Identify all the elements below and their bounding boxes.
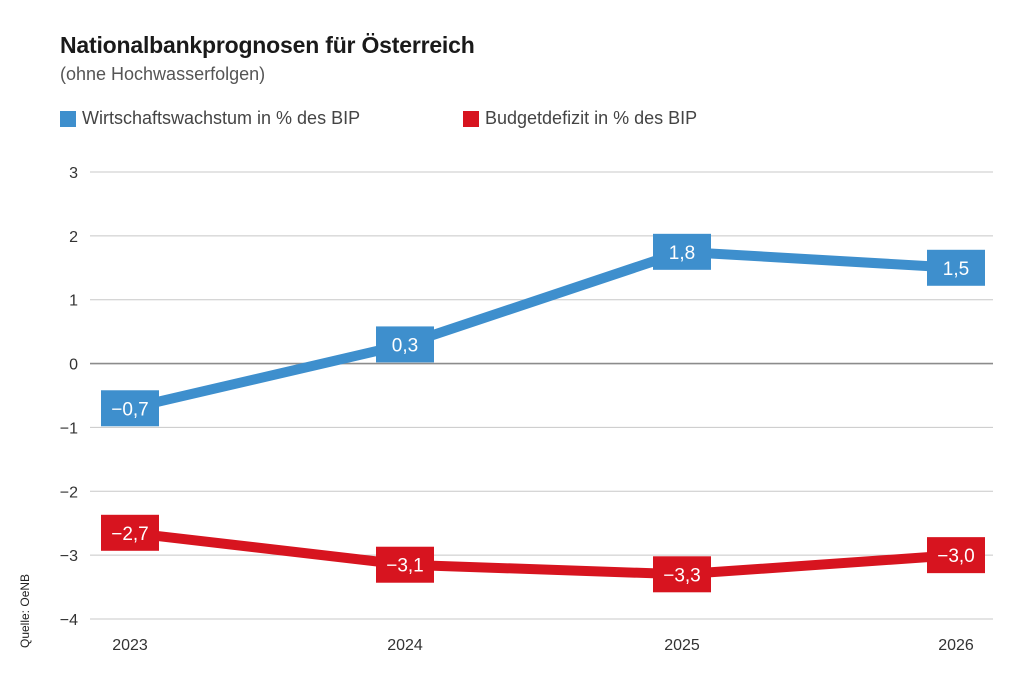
data-label-growth: 1,5 bbox=[943, 259, 969, 280]
x-tick-label: 2024 bbox=[387, 637, 423, 654]
y-tick-label: −2 bbox=[60, 484, 78, 501]
data-point-growth bbox=[653, 233, 711, 270]
data-point-growth bbox=[376, 326, 434, 363]
series-line-growth bbox=[128, 246, 957, 414]
x-tick-label: 2025 bbox=[664, 637, 700, 654]
x-tick-label: 2026 bbox=[938, 637, 974, 654]
data-point-deficit bbox=[653, 556, 711, 593]
chart-title: Nationalbankprognosen für Österreich bbox=[60, 32, 475, 58]
data-label-growth: −0,7 bbox=[111, 399, 149, 420]
data-point-growth bbox=[927, 249, 985, 286]
source-note: Quelle: OeNB bbox=[18, 573, 32, 648]
y-tick-label: −1 bbox=[60, 420, 78, 437]
data-point-growth bbox=[101, 390, 159, 427]
x-tick-label: 2023 bbox=[112, 637, 148, 654]
data-point-deficit bbox=[927, 537, 985, 574]
legend-item-growth: Wirtschaftswachstum in % des BIP bbox=[60, 108, 360, 129]
data-label-deficit: −3,0 bbox=[937, 546, 975, 567]
legend: Wirtschaftswachstum in % des BIP Budgetd… bbox=[60, 108, 960, 132]
y-tick-label: 1 bbox=[69, 293, 78, 310]
legend-label-deficit: Budgetdefizit in % des BIP bbox=[485, 108, 698, 128]
y-tick-label: 2 bbox=[69, 229, 78, 246]
y-tick-label: 0 bbox=[69, 357, 78, 374]
data-point-deficit bbox=[101, 514, 159, 551]
legend-item-deficit: Budgetdefizit in % des BIP bbox=[463, 108, 697, 129]
data-label-growth: 0,3 bbox=[392, 335, 418, 356]
data-label-deficit: −3,3 bbox=[663, 565, 701, 586]
y-tick-label: −3 bbox=[60, 548, 78, 565]
legend-swatch-deficit bbox=[463, 110, 479, 127]
y-tick-label: 3 bbox=[69, 165, 78, 182]
series-line-deficit bbox=[129, 527, 957, 580]
legend-swatch-growth bbox=[60, 110, 76, 127]
legend-label-growth: Wirtschaftswachstum in % des BIP bbox=[82, 108, 361, 128]
data-label-growth: 1,8 bbox=[669, 243, 695, 264]
data-label-deficit: −3,1 bbox=[386, 556, 424, 577]
chart-subtitle: (ohne Hochwasserfolgen) bbox=[60, 64, 266, 84]
y-tick-label: −4 bbox=[60, 612, 78, 629]
data-label-deficit: −2,7 bbox=[111, 524, 149, 545]
data-point-deficit bbox=[376, 546, 434, 583]
